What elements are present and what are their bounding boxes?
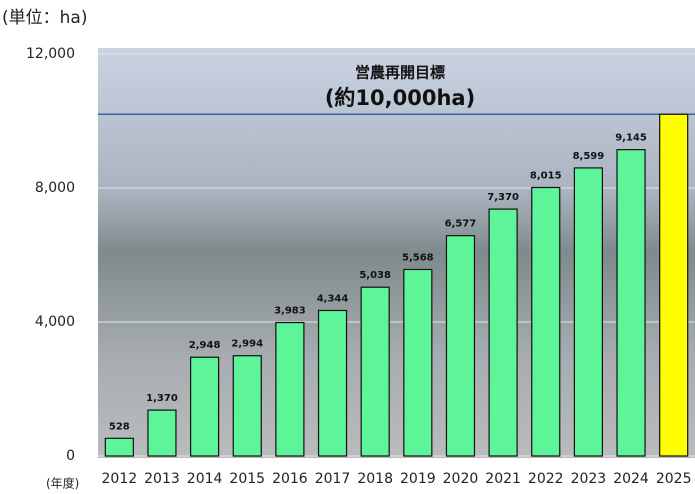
x-tick-label: 2017	[315, 471, 351, 487]
bar	[319, 310, 347, 456]
value-label: 6,577	[445, 219, 477, 230]
y-tick-label: 12,000	[26, 46, 75, 62]
value-label: 5,038	[359, 270, 391, 281]
value-label: 8,599	[573, 151, 605, 162]
x-tick-label: 2019	[400, 471, 436, 487]
x-tick-label: 2020	[443, 471, 479, 487]
x-tick-label: 2016	[272, 471, 308, 487]
y-tick-label: 0	[66, 448, 75, 464]
value-label: 528	[109, 421, 130, 432]
bar	[489, 209, 517, 456]
value-label: 4,344	[317, 293, 349, 304]
x-tick-label: 2024	[613, 471, 649, 487]
bar	[404, 269, 432, 456]
bar	[617, 150, 645, 456]
x-tick-label: 2023	[571, 471, 607, 487]
x-tick-label: 2022	[528, 471, 564, 487]
value-label: 8,015	[530, 170, 562, 181]
x-tick-label: 2021	[485, 471, 521, 487]
x-tick-label: 2013	[144, 471, 180, 487]
bar	[148, 410, 176, 456]
value-label: 1,370	[146, 393, 178, 404]
value-label: 3,983	[274, 306, 306, 317]
x-tick-label: 2012	[102, 471, 138, 487]
bar	[660, 114, 688, 456]
x-axis-label: (年度)	[46, 476, 79, 491]
x-tick-label: 2025	[656, 471, 692, 487]
value-label: 9,145	[615, 133, 647, 144]
bar	[191, 357, 219, 456]
unit-label: (単位：ha)	[2, 8, 87, 28]
bar	[233, 356, 261, 456]
bar	[446, 236, 474, 456]
value-label: 2,948	[189, 340, 221, 351]
annotation-subtitle: (約10,000ha)	[325, 86, 475, 110]
bar	[574, 168, 602, 456]
bar	[532, 187, 560, 456]
value-label: 5,568	[402, 252, 434, 263]
x-tick-label: 2014	[187, 471, 223, 487]
chart: (単位：ha) (年度) 営農再開目標 (約10,000ha) 0 4,000 8,…	[0, 0, 695, 494]
annotation-title: 営農再開目標	[355, 64, 445, 82]
bar	[361, 287, 389, 456]
bar	[105, 438, 133, 456]
value-label: 7,370	[487, 192, 519, 203]
y-tick-label: 4,000	[35, 314, 75, 330]
x-tick-label: 2018	[357, 471, 393, 487]
bar	[276, 323, 304, 456]
x-tick-label: 2015	[229, 471, 265, 487]
value-label: 2,994	[231, 339, 263, 350]
y-tick-label: 8,000	[35, 180, 75, 196]
